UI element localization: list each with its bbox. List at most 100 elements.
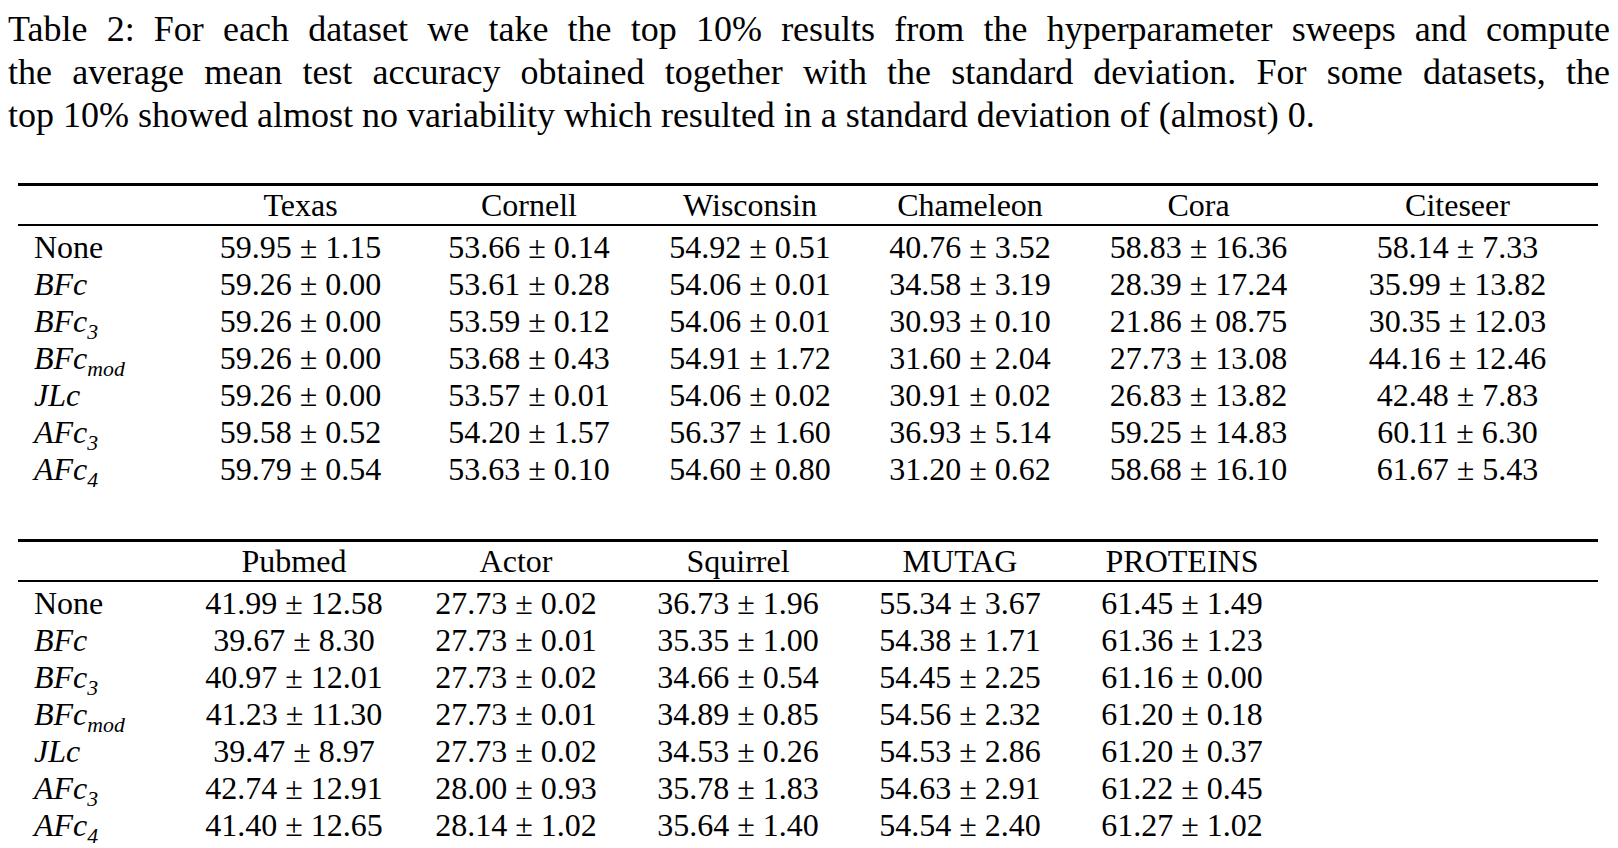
- filler-cell: [1293, 807, 1598, 844]
- results-table-bottom: PubmedActorSquirrelMUTAGPROTEINSNone41.9…: [18, 539, 1598, 844]
- value-cell: 27.73 ± 0.02: [405, 659, 627, 696]
- column-header-pubmed: Pubmed: [183, 541, 405, 582]
- value-cell: 59.26 ± 0.00: [183, 303, 418, 340]
- column-header-cornell: Cornell: [418, 185, 640, 226]
- value-cell: 39.47 ± 8.97: [183, 733, 405, 770]
- row-label: BFc: [18, 266, 183, 303]
- value-cell: 58.14 ± 7.33: [1317, 225, 1598, 266]
- table-row: AFc441.40 ± 12.6528.14 ± 1.0235.64 ± 1.4…: [18, 807, 1598, 844]
- value-cell: 31.20 ± 0.62: [860, 451, 1080, 488]
- value-cell: 28.00 ± 0.93: [405, 770, 627, 807]
- value-cell: 53.61 ± 0.28: [418, 266, 640, 303]
- value-cell: 36.73 ± 1.96: [627, 581, 849, 622]
- value-cell: 59.95 ± 1.15: [183, 225, 418, 266]
- row-label: JLc: [18, 733, 183, 770]
- column-header-mutag: MUTAG: [849, 541, 1071, 582]
- row-label: AFc4: [18, 807, 183, 844]
- caption-line-1: Table 2: For each dataset we take the to…: [8, 8, 1610, 51]
- value-cell: 53.57 ± 0.01: [418, 377, 640, 414]
- value-cell: 61.67 ± 5.43: [1317, 451, 1598, 488]
- filler-cell: [1293, 622, 1598, 659]
- row-label: JLc: [18, 377, 183, 414]
- value-cell: 39.67 ± 8.30: [183, 622, 405, 659]
- value-cell: 56.37 ± 1.60: [640, 414, 860, 451]
- value-cell: 30.93 ± 0.10: [860, 303, 1080, 340]
- table-row: AFc342.74 ± 12.9128.00 ± 0.9335.78 ± 1.8…: [18, 770, 1598, 807]
- paper-page: Table 2: For each dataset we take the to…: [0, 0, 1618, 848]
- value-cell: 61.22 ± 0.45: [1071, 770, 1293, 807]
- row-label: BFcmod: [18, 340, 183, 377]
- value-cell: 53.68 ± 0.43: [418, 340, 640, 377]
- value-cell: 54.92 ± 0.51: [640, 225, 860, 266]
- value-cell: 35.78 ± 1.83: [627, 770, 849, 807]
- value-cell: 54.54 ± 2.40: [849, 807, 1071, 844]
- column-header-texas: Texas: [183, 185, 418, 226]
- value-cell: 21.86 ± 08.75: [1080, 303, 1317, 340]
- value-cell: 35.35 ± 1.00: [627, 622, 849, 659]
- row-label: None: [18, 581, 183, 622]
- header-row: TexasCornellWisconsinChameleonCoraCitese…: [18, 185, 1598, 226]
- column-header-wisconsin: Wisconsin: [640, 185, 860, 226]
- value-cell: 59.26 ± 0.00: [183, 266, 418, 303]
- value-cell: 27.73 ± 0.02: [405, 581, 627, 622]
- value-cell: 28.39 ± 17.24: [1080, 266, 1317, 303]
- value-cell: 35.99 ± 13.82: [1317, 266, 1598, 303]
- value-cell: 59.26 ± 0.00: [183, 377, 418, 414]
- table-row: BFc39.67 ± 8.3027.73 ± 0.0135.35 ± 1.005…: [18, 622, 1598, 659]
- row-label: AFc3: [18, 770, 183, 807]
- column-header-citeseer: Citeseer: [1317, 185, 1598, 226]
- caption-line-2: the average mean test accuracy obtained …: [8, 51, 1610, 94]
- value-cell: 60.11 ± 6.30: [1317, 414, 1598, 451]
- table-row: JLc39.47 ± 8.9727.73 ± 0.0234.53 ± 0.265…: [18, 733, 1598, 770]
- table-row: BFc59.26 ± 0.0053.61 ± 0.2854.06 ± 0.013…: [18, 266, 1598, 303]
- filler-cell: [1293, 770, 1598, 807]
- value-cell: 27.73 ± 0.01: [405, 696, 627, 733]
- value-cell: 34.58 ± 3.19: [860, 266, 1080, 303]
- value-cell: 42.74 ± 12.91: [183, 770, 405, 807]
- row-label: AFc4: [18, 451, 183, 488]
- table-row: AFc459.79 ± 0.5453.63 ± 0.1054.60 ± 0.80…: [18, 451, 1598, 488]
- table-row: None41.99 ± 12.5827.73 ± 0.0236.73 ± 1.9…: [18, 581, 1598, 622]
- value-cell: 61.27 ± 1.02: [1071, 807, 1293, 844]
- filler-cell: [1293, 733, 1598, 770]
- value-cell: 55.34 ± 3.67: [849, 581, 1071, 622]
- value-cell: 53.63 ± 0.10: [418, 451, 640, 488]
- filler-cell: [1293, 659, 1598, 696]
- value-cell: 54.45 ± 2.25: [849, 659, 1071, 696]
- value-cell: 54.60 ± 0.80: [640, 451, 860, 488]
- column-header-actor: Actor: [405, 541, 627, 582]
- table-row: BFc359.26 ± 0.0053.59 ± 0.1254.06 ± 0.01…: [18, 303, 1598, 340]
- value-cell: 54.53 ± 2.86: [849, 733, 1071, 770]
- value-cell: 54.91 ± 1.72: [640, 340, 860, 377]
- value-cell: 30.91 ± 0.02: [860, 377, 1080, 414]
- header-row: PubmedActorSquirrelMUTAGPROTEINS: [18, 541, 1598, 582]
- corner-cell: [18, 185, 183, 226]
- value-cell: 41.99 ± 12.58: [183, 581, 405, 622]
- value-cell: 44.16 ± 12.46: [1317, 340, 1598, 377]
- value-cell: 58.83 ± 16.36: [1080, 225, 1317, 266]
- table-row: AFc359.58 ± 0.5254.20 ± 1.5756.37 ± 1.60…: [18, 414, 1598, 451]
- column-header-squirrel: Squirrel: [627, 541, 849, 582]
- value-cell: 59.25 ± 14.83: [1080, 414, 1317, 451]
- value-cell: 54.06 ± 0.02: [640, 377, 860, 414]
- filler-cell: [1293, 581, 1598, 622]
- row-label: BFc: [18, 622, 183, 659]
- value-cell: 40.76 ± 3.52: [860, 225, 1080, 266]
- row-label: BFc3: [18, 659, 183, 696]
- value-cell: 54.56 ± 2.32: [849, 696, 1071, 733]
- value-cell: 34.89 ± 0.85: [627, 696, 849, 733]
- value-cell: 54.20 ± 1.57: [418, 414, 640, 451]
- value-cell: 61.16 ± 0.00: [1071, 659, 1293, 696]
- value-cell: 59.26 ± 0.00: [183, 340, 418, 377]
- value-cell: 42.48 ± 7.83: [1317, 377, 1598, 414]
- column-header-cora: Cora: [1080, 185, 1317, 226]
- value-cell: 35.64 ± 1.40: [627, 807, 849, 844]
- value-cell: 31.60 ± 2.04: [860, 340, 1080, 377]
- value-cell: 59.79 ± 0.54: [183, 451, 418, 488]
- value-cell: 58.68 ± 16.10: [1080, 451, 1317, 488]
- caption-line-3: top 10% showed almost no variability whi…: [8, 94, 1610, 137]
- value-cell: 59.58 ± 0.52: [183, 414, 418, 451]
- value-cell: 27.73 ± 0.02: [405, 733, 627, 770]
- value-cell: 28.14 ± 1.02: [405, 807, 627, 844]
- value-cell: 30.35 ± 12.03: [1317, 303, 1598, 340]
